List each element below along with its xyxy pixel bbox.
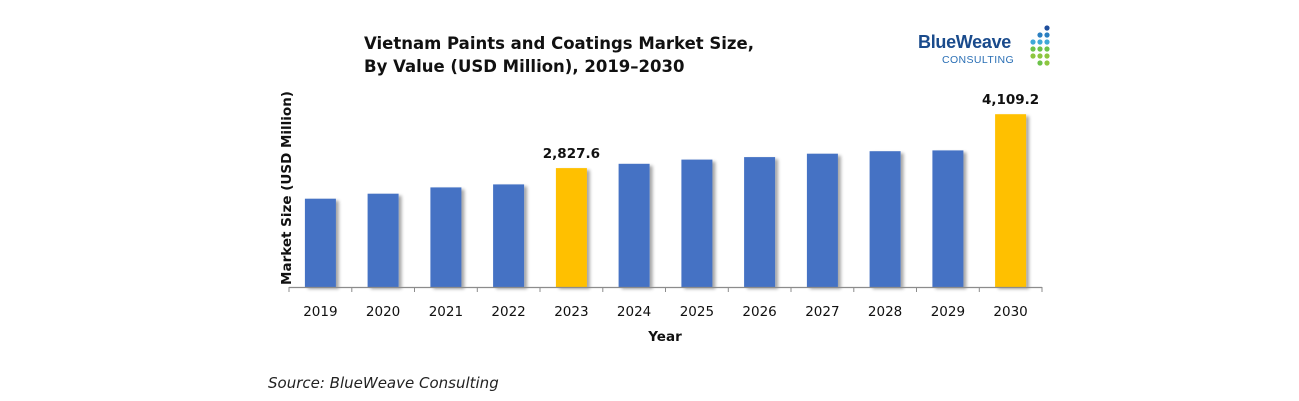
logo-subtitle: CONSULTING: [942, 54, 1015, 66]
logo-dot: [1037, 46, 1043, 52]
bar-2030: [995, 114, 1027, 287]
bar-2019: [304, 198, 336, 287]
x-tick-label-2022: 2022: [491, 304, 525, 320]
logo-dot: [1037, 53, 1043, 59]
bar-2021: [430, 187, 462, 287]
logo-dots-icon: [1030, 25, 1050, 66]
chart-title: Vietnam Paints and Coatings Market Size,…: [364, 32, 844, 78]
x-tick-label-2024: 2024: [617, 304, 651, 320]
logo-dot: [1044, 25, 1050, 31]
x-tick-label-2029: 2029: [931, 304, 965, 320]
x-tick-label-2026: 2026: [742, 304, 776, 320]
logo-dot: [1030, 46, 1036, 52]
logo-dot: [1044, 32, 1050, 38]
x-tick-label-2019: 2019: [303, 304, 337, 320]
bar-2025: [681, 159, 713, 287]
bar-2020: [367, 193, 399, 287]
x-tick-label-2030: 2030: [993, 304, 1027, 320]
bar-2029: [932, 150, 964, 287]
x-axis-title: Year: [647, 329, 682, 345]
x-tick-label-2021: 2021: [429, 304, 463, 320]
logo-dot: [1037, 39, 1043, 45]
x-tick-label-2027: 2027: [805, 304, 839, 320]
x-tick-label-2028: 2028: [868, 304, 902, 320]
data-label-2023: 2,827.6: [543, 146, 600, 162]
logo-dot: [1044, 53, 1050, 59]
logo-dot: [1044, 60, 1050, 66]
logo-dot: [1044, 46, 1050, 52]
x-tick-label-2020: 2020: [366, 304, 400, 320]
bar-2028: [869, 151, 901, 287]
logo-dot: [1037, 32, 1043, 38]
bar-2026: [744, 157, 776, 287]
bar-2024: [618, 163, 650, 287]
blueweave-logo: BlueWeave CONSULTING: [916, 24, 1056, 68]
logo-dot: [1037, 60, 1043, 66]
logo-name: BlueWeave: [918, 32, 1012, 52]
bar-2022: [493, 184, 525, 287]
x-tick-label-2025: 2025: [680, 304, 714, 320]
logo-dot: [1030, 53, 1036, 59]
bar-2023: [555, 168, 587, 287]
logo-dot: [1044, 39, 1050, 45]
x-tick-label-2023: 2023: [554, 304, 588, 320]
bar-2027: [806, 153, 838, 287]
logo-dot: [1030, 39, 1036, 45]
source-note: Source: BlueWeave Consulting: [268, 374, 499, 392]
data-label-2030: 4,109.2: [982, 92, 1039, 108]
chart-title-line-2: By Value (USD Million), 2019–2030: [364, 57, 685, 76]
chart-title-line-1: Vietnam Paints and Coatings Market Size,: [364, 34, 754, 53]
y-axis-title: Market Size (USD Million): [279, 91, 295, 285]
